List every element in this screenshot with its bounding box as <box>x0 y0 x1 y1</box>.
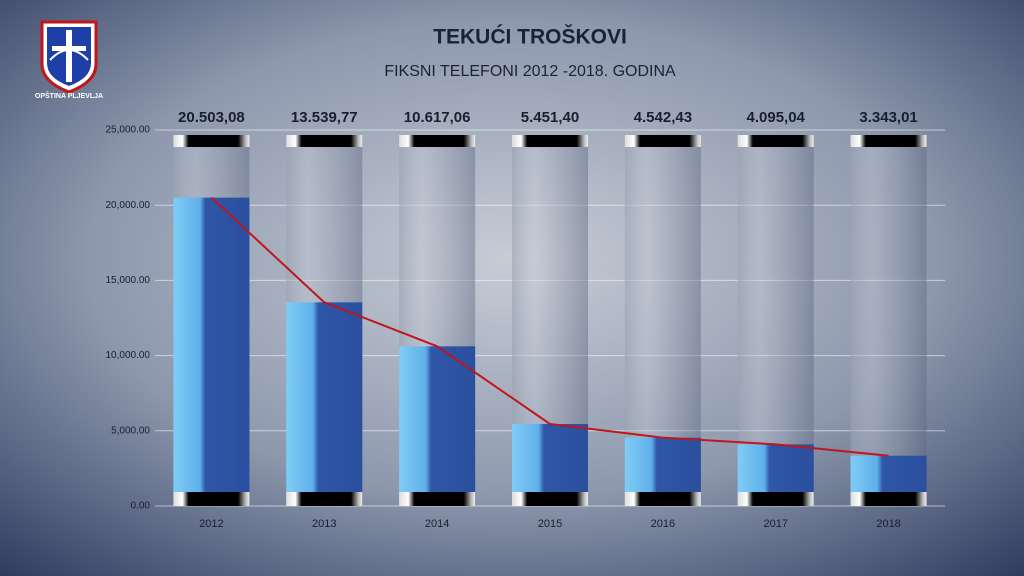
value-label: 3.343,01 <box>859 109 917 126</box>
x-tick-label: 2015 <box>538 518 562 530</box>
tube-cap <box>399 492 476 506</box>
value-label: 20.503,08 <box>178 109 245 126</box>
chart-subtitle: FIKSNI TELEFONI 2012 -2018. GODINA <box>384 63 676 80</box>
logo-text: OPŠTINA PLJEVLJA <box>35 91 103 100</box>
y-tick-label: 10,000.00 <box>106 350 151 361</box>
tube-cap <box>850 135 927 147</box>
logo <box>40 20 98 94</box>
tube-cap <box>399 135 476 147</box>
value-label: 4.095,04 <box>747 109 806 126</box>
y-tick-label: 0.00 <box>131 501 151 512</box>
tube-cap <box>624 135 701 147</box>
x-tick-label: 2016 <box>651 518 675 530</box>
value-label: 10.617,06 <box>404 109 471 126</box>
tube-cap <box>286 135 363 147</box>
y-tick-label: 15,000.00 <box>106 275 151 286</box>
y-tick-label: 25,000.00 <box>106 125 151 136</box>
y-tick-label: 5,000.00 <box>111 425 150 436</box>
bar <box>173 197 250 507</box>
tube-cap <box>173 135 250 147</box>
value-label: 13.539,77 <box>291 109 358 126</box>
tube-cap <box>512 135 588 147</box>
tube-cap <box>512 492 588 506</box>
tube-cap <box>737 492 814 506</box>
y-tick-label: 20,000.00 <box>106 200 151 211</box>
chart-title: TEKUĆI TROŠKOVI <box>433 25 627 49</box>
bar <box>286 302 363 506</box>
tube-cap <box>737 135 814 147</box>
x-tick-label: 2018 <box>876 518 900 530</box>
x-tick-label: 2017 <box>763 518 787 530</box>
value-label: 4.542,43 <box>634 109 692 126</box>
tube <box>850 135 927 506</box>
tube-cap <box>173 492 250 506</box>
bar <box>399 346 476 506</box>
tube-cap <box>850 492 927 506</box>
x-tick-label: 2012 <box>199 518 223 530</box>
tube-cap <box>624 492 701 506</box>
x-tick-label: 2013 <box>312 518 336 530</box>
tube-cap <box>286 492 363 506</box>
value-label: 5.451,40 <box>521 109 579 126</box>
x-tick-label: 2014 <box>425 518 449 530</box>
trend-line <box>210 196 889 457</box>
